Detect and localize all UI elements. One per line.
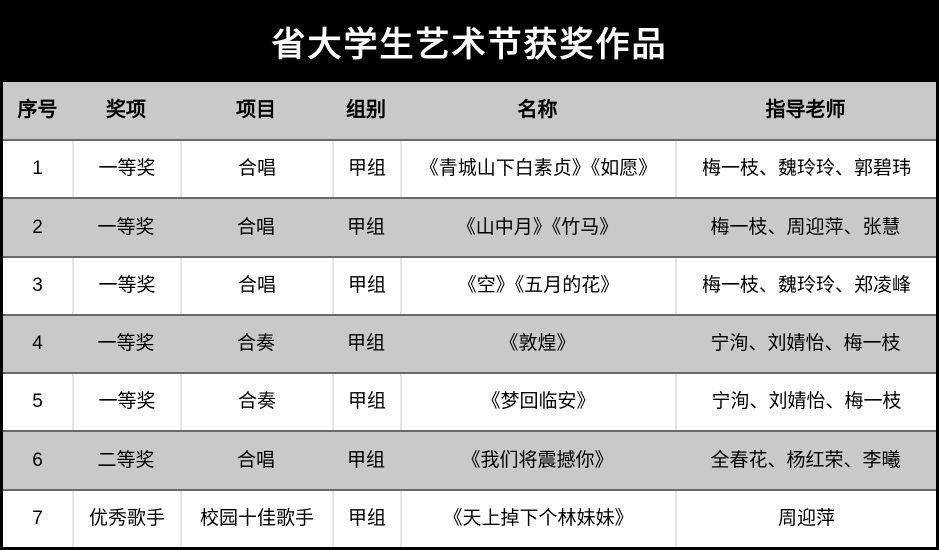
cell-group: 甲组 [332, 374, 400, 431]
cell-teachers: 梅一枝、魏玲玲、郑凌峰 [675, 257, 936, 314]
col-header-program: 项目 [236, 99, 276, 121]
cell-award: 一等奖 [97, 333, 155, 355]
cell-award: 一等奖 [72, 257, 180, 314]
cell-work-title: 《天上掉下个林妹妹》 [400, 490, 675, 547]
cell-seq: 1 [32, 158, 43, 180]
cell-teachers: 梅一枝、魏玲玲、郭碧玮 [675, 141, 936, 198]
table-row-4: 4 一等奖 合奏 甲组 《敦煌》 宁洵、刘婧怡、梅一枝 [3, 313, 936, 373]
cell-teachers: 宁洵、刘婧怡、梅一枝 [675, 374, 936, 431]
col-header-teachers: 指导老师 [765, 99, 846, 121]
cell-group: 甲组 [346, 333, 385, 355]
cell-award: 二等奖 [97, 449, 155, 471]
cell-seq: 3 [32, 274, 43, 296]
cell-program: 合奏 [236, 333, 275, 355]
cell-work-title: 《梦回临安》 [400, 374, 675, 431]
page-title: 省大学生艺术节获奖作品 [3, 0, 936, 82]
table-row-2: 2 一等奖 合唱 甲组 《山中月》《竹马》 梅一枝、周迎萍、张慧 [3, 197, 936, 256]
cell-work-title: 《青城山下白素贞》《如愿》 [400, 141, 675, 198]
cell-group: 甲组 [346, 216, 385, 238]
col-header-work-title: 名称 [517, 99, 558, 121]
cell-seq: 6 [32, 449, 43, 471]
cell-program: 合唱 [180, 257, 332, 314]
cell-seq: 5 [32, 391, 43, 413]
cell-teachers: 宁洵、刘婧怡、梅一枝 [710, 333, 901, 355]
cell-seq: 4 [32, 333, 43, 355]
col-header-seq: 序号 [17, 99, 58, 121]
table-row-6: 6 二等奖 合唱 甲组 《我们将震撼你》 全春花、杨红荣、李曦 [3, 430, 936, 489]
cell-work-title: 《山中月》《竹马》 [456, 216, 619, 238]
cell-program: 合唱 [236, 216, 275, 238]
table-row-7: 7 优秀歌手 校园十佳歌手 甲组 《天上掉下个林妹妹》 周迎萍 [3, 488, 936, 547]
table-row-3: 3 一等奖 合唱 甲组 《空》《五月的花》 梅一枝、魏玲玲、郑凌峰 [3, 255, 936, 314]
col-header-award: 奖项 [106, 99, 146, 121]
cell-group: 甲组 [332, 257, 400, 314]
table-row-1: 1 一等奖 合唱 甲组 《青城山下白素贞》《如愿》 梅一枝、魏玲玲、郭碧玮 [3, 139, 936, 198]
cell-work-title: 《敦煌》 [499, 333, 576, 355]
cell-seq: 7 [32, 507, 43, 529]
cell-teachers: 周迎萍 [675, 490, 936, 547]
cell-award: 一等奖 [72, 374, 180, 431]
cell-work-title: 《我们将震撼你》 [461, 449, 614, 471]
cell-award: 一等奖 [72, 141, 180, 198]
cell-teachers: 梅一枝、周迎萍、张慧 [710, 216, 901, 238]
cell-group: 甲组 [332, 490, 400, 547]
cell-teachers: 全春花、杨红荣、李曦 [710, 449, 901, 471]
table-row-5: 5 一等奖 合奏 甲组 《梦回临安》 宁洵、刘婧怡、梅一枝 [3, 372, 936, 431]
cell-seq: 2 [32, 216, 43, 238]
cell-award: 优秀歌手 [72, 490, 180, 547]
cell-program: 合唱 [236, 449, 275, 471]
cell-group: 甲组 [346, 449, 385, 471]
table-header-row: 序号 奖项 项目 组别 名称 指导老师 [3, 82, 936, 139]
cell-group: 甲组 [332, 141, 400, 198]
cell-program: 校园十佳歌手 [180, 490, 332, 547]
col-header-group: 组别 [346, 99, 386, 121]
cell-work-title: 《空》《五月的花》 [400, 257, 675, 314]
cell-award: 一等奖 [97, 216, 155, 238]
cell-program: 合唱 [180, 141, 332, 198]
cell-program: 合奏 [180, 374, 332, 431]
